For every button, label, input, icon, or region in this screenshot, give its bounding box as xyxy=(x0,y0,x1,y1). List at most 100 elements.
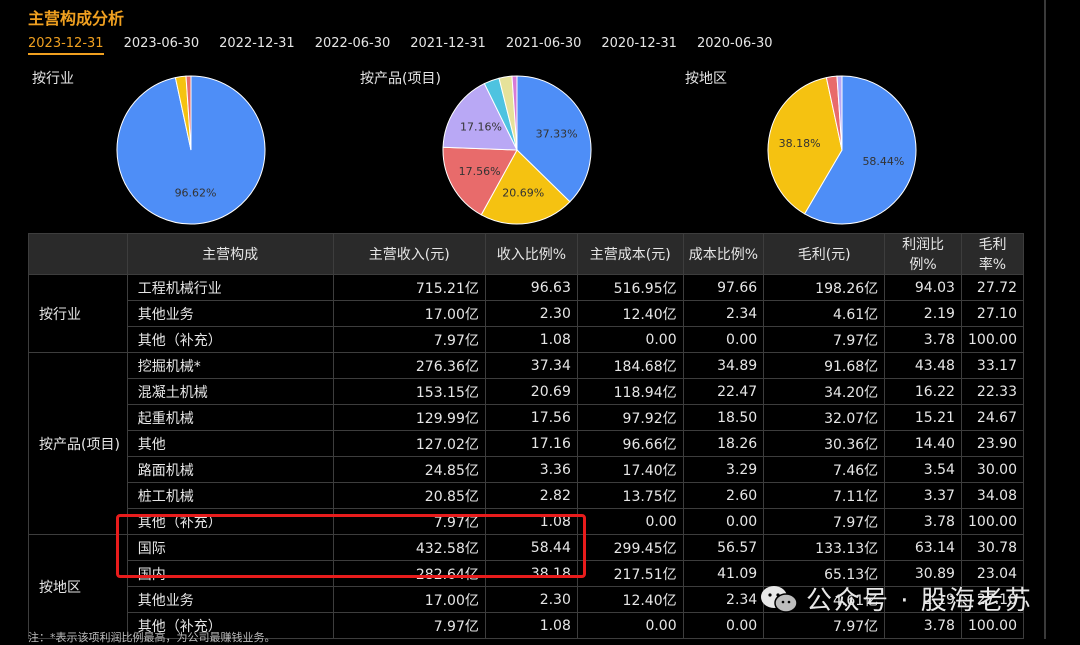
table-cell: 63.14 xyxy=(884,534,962,561)
column-header: 毛利率% xyxy=(960,233,1025,275)
table-cell: 282.64亿 xyxy=(332,560,486,587)
table-cell: 2.30 xyxy=(484,586,578,613)
date-tab[interactable]: 2021-06-30 xyxy=(505,36,582,51)
date-tab[interactable]: 2022-12-31 xyxy=(219,36,295,51)
pie-chart-industry[interactable]: 96.62% xyxy=(116,75,266,225)
table-cell: 24.85亿 xyxy=(332,456,486,483)
pie-slice[interactable] xyxy=(516,75,592,203)
row-label: 国际 xyxy=(126,534,334,561)
pie-label-industry: 按行业 xyxy=(32,71,74,87)
table-cell: 7.97亿 xyxy=(332,508,486,535)
table-cell: 18.50 xyxy=(682,404,765,431)
table-cell: 94.03 xyxy=(884,274,962,301)
pie-slice-label: 20.69% xyxy=(502,186,544,199)
row-label: 国内 xyxy=(126,560,334,587)
date-tab[interactable]: 2020-06-30 xyxy=(696,36,773,51)
table-cell: 20.69 xyxy=(484,378,578,405)
table-cell: 217.51亿 xyxy=(576,560,684,587)
table-cell: 0.00 xyxy=(576,612,684,639)
table-cell: 34.08 xyxy=(960,482,1025,509)
table-cell: 184.68亿 xyxy=(576,352,684,379)
table-cell: 100.00 xyxy=(960,326,1025,353)
table-cell: 96.66亿 xyxy=(576,430,684,457)
table-cell: 715.21亿 xyxy=(332,274,486,301)
table-cell: 276.36亿 xyxy=(332,352,486,379)
table-cell: 0.00 xyxy=(576,508,684,535)
table-cell: 2.34 xyxy=(682,300,765,327)
table-cell: 22.47 xyxy=(682,378,765,405)
table-cell: 17.00亿 xyxy=(332,300,486,327)
table-cell: 1.08 xyxy=(484,612,578,639)
table-cell: 33.17 xyxy=(960,352,1025,379)
column-header: 成本比例% xyxy=(682,233,765,275)
row-label: 混凝土机械 xyxy=(126,378,334,405)
table-row: 路面机械 24.85亿 3.36 17.40亿 3.29 7.46亿 3.54 30.00 xyxy=(29,456,1025,483)
table-cell: 27.10 xyxy=(960,586,1025,613)
column-header: 利润比例% xyxy=(884,233,962,275)
date-tab[interactable]: 2023-06-30 xyxy=(123,36,200,51)
watermark: 公众号 · 股海老苏 xyxy=(760,580,1033,617)
table-cell: 17.56 xyxy=(484,404,578,431)
table-cell: 18.26 xyxy=(682,430,765,457)
table-cell: 100.00 xyxy=(960,612,1025,639)
pie-slice[interactable] xyxy=(767,77,843,215)
date-tab[interactable]: 2021-12-31 xyxy=(410,36,486,51)
row-label: 路面机械 xyxy=(126,456,334,483)
table-row: 混凝土机械 153.15亿 20.69 118.94亿 22.47 34.20亿 16.22… xyxy=(29,378,1025,405)
table-cell: 27.72 xyxy=(960,274,1025,301)
date-tab[interactable]: 2020-12-31 xyxy=(601,36,677,51)
table-cell: 3.78 xyxy=(884,612,962,639)
table-cell: 153.15亿 xyxy=(332,378,486,405)
table-cell: 118.94亿 xyxy=(576,378,684,405)
date-tab[interactable]: 2023-12-31 xyxy=(28,36,104,55)
row-label: 其他业务 xyxy=(126,586,334,613)
table-cell: 1.08 xyxy=(484,326,578,353)
table-cell: 41.09 xyxy=(682,560,765,587)
table-cell: 24.67 xyxy=(960,404,1025,431)
table-cell: 38.18 xyxy=(484,560,578,587)
table-cell: 7.97亿 xyxy=(332,612,486,639)
table-row: 其他业务 17.00亿 2.30 12.40亿 2.34 4.61亿 2.19 27.10 xyxy=(29,586,1025,613)
table-cell: 2.82 xyxy=(484,482,578,509)
table-cell: 20.85亿 xyxy=(332,482,486,509)
table-cell: 17.00亿 xyxy=(332,586,486,613)
panel-divider xyxy=(1044,0,1046,639)
table-cell: 0.00 xyxy=(682,612,765,639)
table-cell: 7.97亿 xyxy=(332,326,486,353)
table-cell: 96.63 xyxy=(484,274,578,301)
pie-slice[interactable] xyxy=(836,75,843,151)
table-cell: 129.99亿 xyxy=(332,404,486,431)
table-cell: 299.45亿 xyxy=(576,534,684,561)
pie-chart-region[interactable]: 58.44% 38.18% xyxy=(767,75,917,225)
table-cell: 432.58亿 xyxy=(332,534,486,561)
row-label: 其他 xyxy=(126,430,334,457)
section-title: 主营构成分析 xyxy=(28,9,125,28)
table-cell: 58.44 xyxy=(484,534,578,561)
table-row: 桩工机械 20.85亿 2.82 13.75亿 2.60 7.11亿 3.37 34.08 xyxy=(29,482,1025,509)
table-cell: 97.66 xyxy=(682,274,765,301)
row-label: 其他（补充） xyxy=(126,508,334,535)
pie-slice[interactable] xyxy=(803,75,917,225)
table-cell: 43.48 xyxy=(884,352,962,379)
date-tabs: 2023-12-31 2023-06-30 2022-12-31 2022-06… xyxy=(28,36,793,55)
pie-slice[interactable] xyxy=(480,149,571,225)
table-cell: 17.16 xyxy=(484,430,578,457)
table-cell: 15.21 xyxy=(884,404,962,431)
table-cell: 0.00 xyxy=(576,326,684,353)
date-tab[interactable]: 2022-06-30 xyxy=(314,36,391,51)
pie-label-region: 按地区 xyxy=(685,71,727,87)
table-row: 其他（补充） 7.97亿 1.08 0.00 0.00 7.97亿 3.78 100.00 xyxy=(29,612,1025,639)
pie-slice[interactable] xyxy=(185,75,192,151)
pie-slice[interactable] xyxy=(511,75,518,151)
table-cell: 13.75亿 xyxy=(576,482,684,509)
row-label: 桩工机械 xyxy=(126,482,334,509)
table-cell: 30.78 xyxy=(960,534,1025,561)
pie-slice-label: 17.56% xyxy=(459,165,501,178)
table-cell: 516.95亿 xyxy=(576,274,684,301)
table-cell: 3.37 xyxy=(884,482,962,509)
table-cell: 3.54 xyxy=(884,456,962,483)
pie-slice[interactable] xyxy=(442,146,518,216)
pie-slice[interactable] xyxy=(442,82,518,151)
pie-chart-product[interactable]: 37.33% 20.69%17.56% 17.16% xyxy=(442,75,592,225)
table-cell: 2.19 xyxy=(884,586,962,613)
